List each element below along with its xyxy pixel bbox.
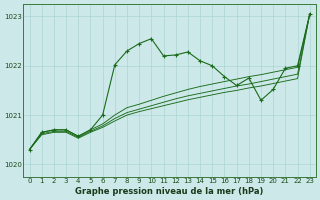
X-axis label: Graphe pression niveau de la mer (hPa): Graphe pression niveau de la mer (hPa) xyxy=(76,187,264,196)
